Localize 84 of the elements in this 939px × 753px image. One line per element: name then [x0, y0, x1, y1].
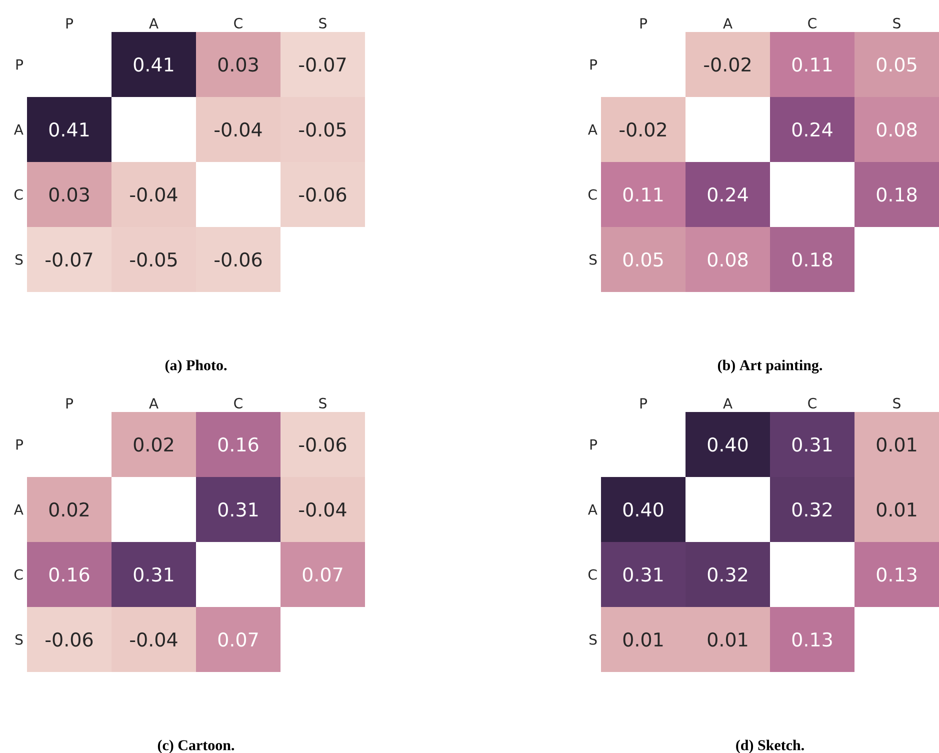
data-label: 0.01: [623, 632, 663, 647]
y-tick-label: S: [16, 254, 23, 265]
data-label: 0.40: [623, 502, 664, 517]
x-tick-label: S: [893, 18, 900, 28]
data-label: 0.31: [134, 567, 174, 582]
y-tick-label: P: [16, 59, 23, 70]
data-label: 0.18: [876, 187, 917, 202]
y-tick-label: P: [590, 439, 597, 450]
y-tick-label: A: [588, 504, 598, 515]
x-tick-label: A: [149, 18, 158, 28]
data-label: 0.05: [623, 252, 663, 267]
text: (a) Photo.: [165, 360, 227, 374]
data-label: 0.13: [876, 567, 916, 582]
text: (d) Sketch.: [736, 740, 804, 753]
data-label: 0.41: [49, 122, 89, 137]
data-label: 0.08: [876, 122, 917, 137]
y-tick-label: A: [14, 124, 24, 135]
data-label: 0.18: [792, 252, 832, 267]
x-tick-label: S: [893, 398, 900, 408]
data-label: -0.02: [704, 57, 750, 72]
data-label: -0.06: [299, 187, 346, 202]
x-tick-label: P: [66, 18, 73, 28]
data-label: 0.32: [708, 567, 747, 582]
data-label: 0.01: [876, 437, 916, 452]
text: (c) Cartoon.: [158, 740, 234, 753]
data-label: 0.31: [792, 437, 832, 452]
data-label: -0.07: [299, 57, 346, 72]
text: (b) Art painting.: [718, 360, 822, 374]
x-tick-label: A: [723, 398, 732, 408]
data-label: -0.05: [130, 252, 177, 267]
y-tick-label: A: [588, 124, 598, 135]
data-label: 0.02: [134, 437, 173, 452]
data-label: 0.02: [49, 502, 88, 517]
data-label: 0.07: [218, 632, 258, 647]
data-label: 0.40: [708, 437, 748, 452]
data-label: -0.04: [130, 187, 178, 202]
data-label: 0.11: [623, 187, 663, 202]
data-label: 0.11: [792, 57, 832, 72]
y-tick-label: S: [590, 254, 597, 265]
x-tick-label: C: [808, 18, 816, 28]
y-tick-label: C: [588, 189, 597, 200]
data-label: -0.04: [130, 632, 178, 647]
data-label: 0.05: [876, 57, 916, 72]
data-label: 0.03: [49, 187, 89, 202]
y-tick-label: S: [590, 634, 597, 645]
data-label: 0.31: [623, 567, 663, 582]
x-tick-label: P: [640, 18, 648, 28]
data-label: 0.07: [302, 567, 342, 582]
data-label: 0.41: [134, 57, 174, 72]
data-label: 0.01: [708, 632, 748, 647]
x-tick-label: S: [319, 18, 326, 28]
y-tick-label: C: [14, 569, 23, 580]
y-tick-label: A: [14, 504, 24, 515]
data-label: -0.07: [46, 252, 92, 267]
data-label: -0.04: [299, 502, 346, 517]
x-tick-label: C: [234, 18, 242, 28]
data-label: 0.01: [876, 502, 916, 517]
data-label: 0.08: [708, 252, 748, 267]
x-tick-label: C: [808, 398, 816, 408]
data-label: -0.05: [299, 122, 346, 137]
data-label: 0.13: [792, 632, 832, 647]
data-label: 0.03: [218, 57, 258, 72]
data-label: 0.16: [218, 437, 258, 452]
x-tick-label: A: [723, 18, 732, 28]
data-label: 0.24: [708, 187, 748, 202]
data-label: 0.16: [49, 567, 90, 582]
y-tick-label: C: [588, 569, 597, 580]
y-tick-label: S: [16, 634, 23, 645]
data-label: 0.31: [218, 502, 258, 517]
data-label: -0.04: [214, 122, 262, 137]
x-tick-label: C: [234, 398, 242, 408]
data-label: 0.24: [792, 122, 832, 137]
y-tick-label: P: [16, 439, 23, 450]
y-tick-label: P: [590, 59, 597, 70]
data-label: -0.06: [214, 252, 262, 267]
data-label: -0.06: [299, 437, 346, 452]
y-tick-label: C: [14, 189, 23, 200]
data-label: -0.06: [46, 632, 93, 647]
x-tick-label: A: [149, 398, 158, 408]
data-label: 0.32: [792, 502, 832, 517]
data-label: -0.02: [620, 122, 666, 137]
x-tick-label: S: [319, 398, 326, 408]
x-tick-label: P: [640, 398, 648, 408]
x-tick-label: P: [66, 398, 73, 408]
